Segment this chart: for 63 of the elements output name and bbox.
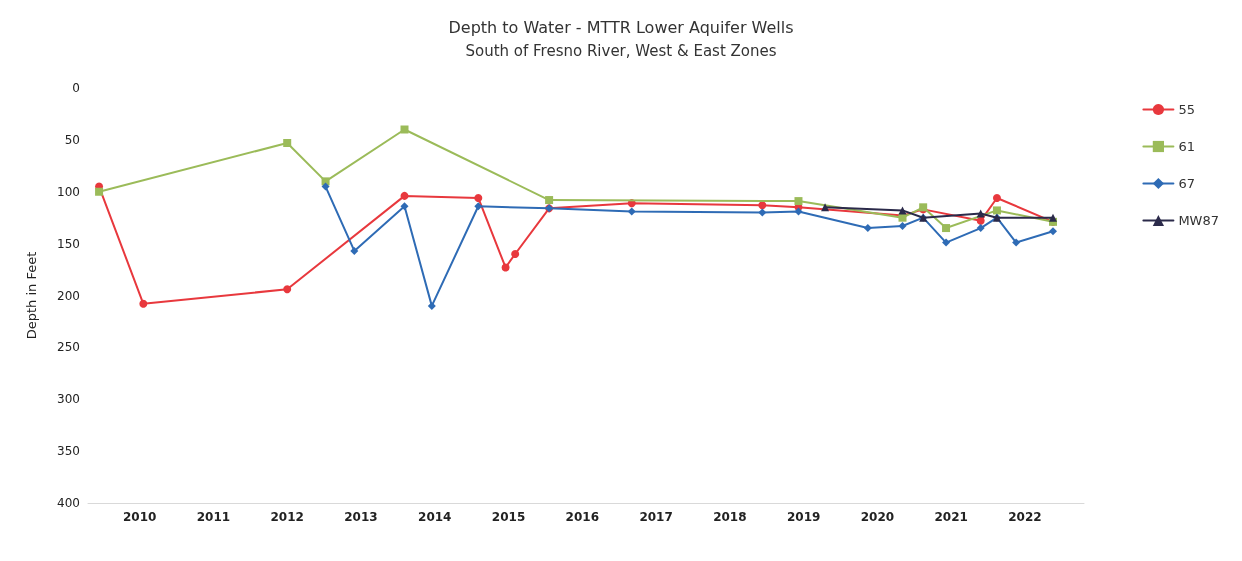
y-tick-label: 50 [64, 132, 80, 147]
chart-subtitle: South of Fresno River, West & East Zones [465, 41, 777, 60]
y-tick-label: 300 [57, 392, 80, 407]
point [976, 224, 985, 233]
point [794, 207, 803, 216]
point [350, 246, 359, 255]
point [898, 206, 907, 215]
point [976, 209, 985, 218]
point [1012, 238, 1021, 247]
x-tick-label: 2021 [934, 510, 968, 524]
x-tick-label: 2013 [344, 510, 378, 524]
legend-label: 67 [1178, 176, 1195, 191]
x-tick-label: 2010 [122, 510, 157, 524]
point [942, 238, 951, 247]
y-tick-label: 150 [57, 236, 80, 251]
x-tick-label: 2014 [418, 510, 452, 524]
point [794, 197, 803, 206]
y-tick-label: 100 [57, 184, 80, 199]
x-tick-label: 2022 [1008, 510, 1042, 524]
y-tick-label: 350 [57, 444, 80, 459]
x-tick-label: 2011 [196, 510, 231, 524]
y-tick-label: 400 [57, 496, 80, 510]
x-tick-label: 2017 [639, 510, 673, 524]
point [545, 196, 554, 205]
x-tick-label: 2016 [565, 510, 600, 524]
x-tick-label: 2020 [860, 510, 895, 524]
point [400, 125, 409, 134]
chart-title: Depth to Water - MTTR Lower Aquifer Wells [448, 17, 794, 37]
y-axis-title: Depth in Feet [24, 251, 39, 340]
point [321, 177, 330, 186]
legend-label: 61 [1178, 139, 1195, 154]
point [321, 182, 330, 191]
x-tick-label: 2018 [713, 510, 747, 524]
point [511, 250, 520, 258]
x-tick-label: 2019 [786, 510, 821, 524]
x-tick-label: 2012 [270, 510, 304, 524]
point [898, 221, 907, 230]
point [821, 203, 830, 212]
y-tick-label: 200 [57, 288, 80, 303]
point [758, 208, 767, 217]
point [400, 202, 409, 211]
point [427, 301, 436, 310]
point [992, 193, 1001, 202]
point [283, 285, 292, 294]
legend-label: 55 [1178, 102, 1195, 117]
y-tick-label: 250 [57, 340, 80, 355]
point [992, 206, 1001, 215]
point [758, 201, 767, 210]
legend-label: MW87 [1178, 213, 1220, 228]
point [1049, 227, 1058, 236]
y-tick-label: 0 [72, 81, 80, 95]
point [139, 299, 148, 308]
point [942, 224, 951, 233]
point [283, 138, 292, 147]
point [400, 191, 409, 200]
point [474, 193, 483, 202]
point [474, 202, 483, 211]
x-tick-label: 2015 [491, 510, 526, 524]
point [627, 207, 636, 216]
point [863, 224, 872, 233]
point [1049, 213, 1058, 222]
point [95, 187, 104, 196]
point [501, 263, 510, 272]
